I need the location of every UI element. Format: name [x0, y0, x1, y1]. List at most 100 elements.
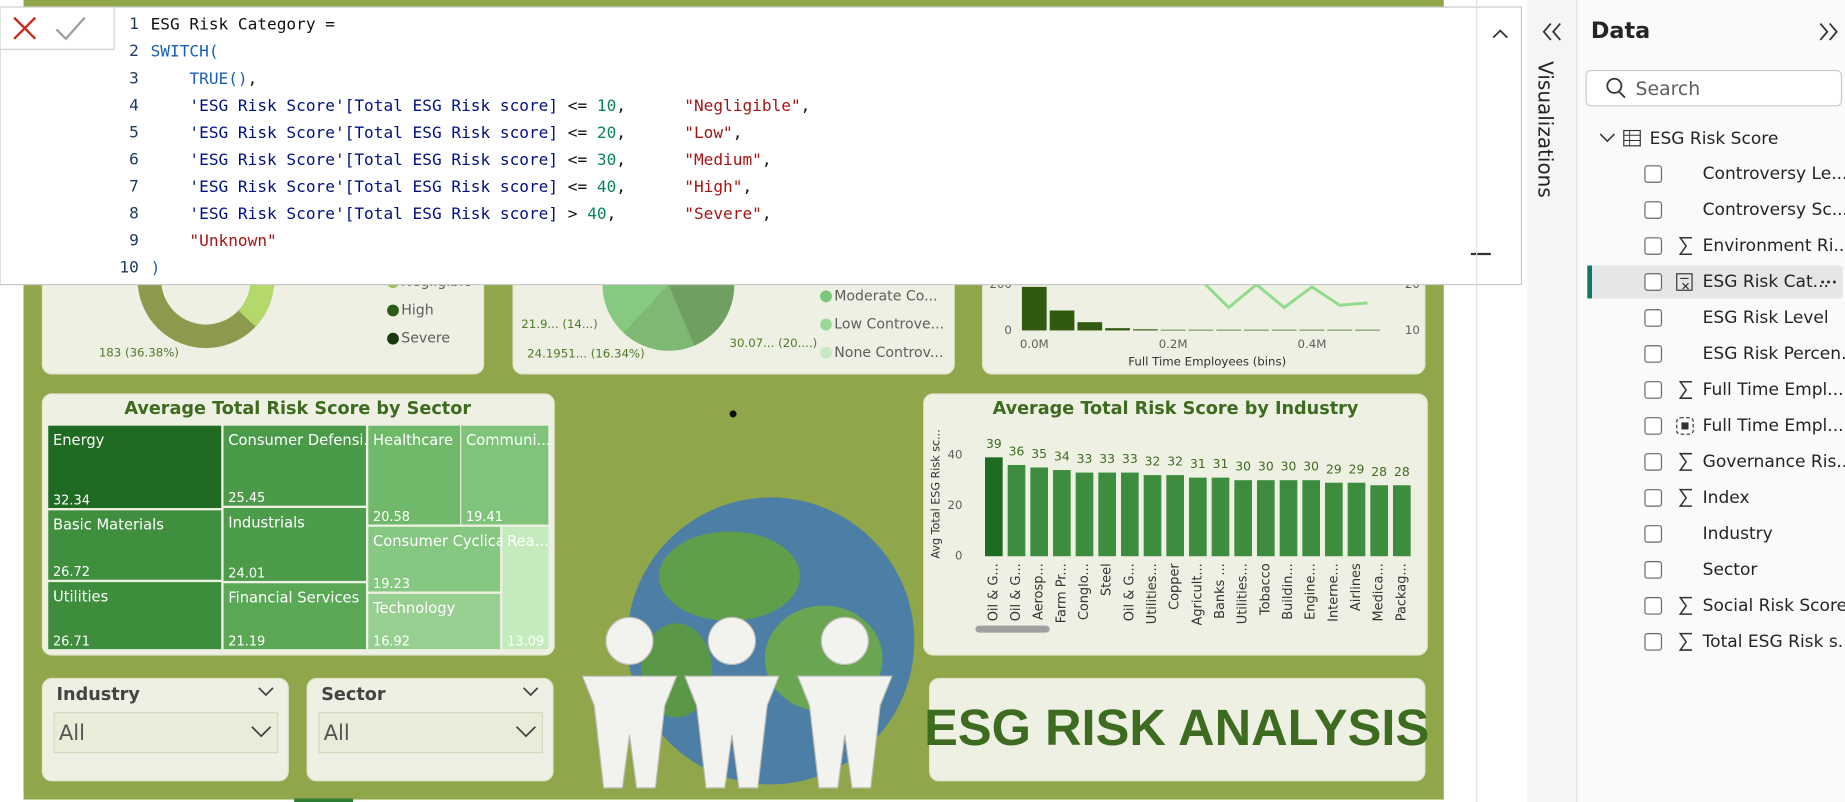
data-label: 30 — [1303, 460, 1319, 474]
legend-dot — [820, 318, 832, 331]
banner-title: ESG RISK ANALYSIS — [924, 699, 1429, 756]
collapse-button[interactable] — [1492, 29, 1508, 39]
collapse-data[interactable] — [1819, 22, 1838, 41]
formula-bar — [0, 6, 1523, 286]
data-label: 29 — [1349, 462, 1365, 476]
field-checkbox[interactable] — [1644, 345, 1663, 363]
treemap-label: Consumer Defensi... — [228, 432, 377, 449]
legend-entry: High — [401, 302, 433, 318]
more-options[interactable] — [1832, 280, 1836, 284]
axis-title: Full Time Employees (bins) — [1128, 355, 1286, 369]
code-line: ) — [151, 258, 161, 277]
data-label: 29 — [1326, 462, 1342, 476]
treemap-value: 24.01 — [228, 566, 265, 581]
histogram-bar — [1188, 329, 1214, 331]
field-checkbox[interactable] — [1644, 165, 1663, 183]
more-options[interactable] — [1826, 280, 1831, 284]
data-label: 35 — [1031, 447, 1047, 461]
data-label: 39 — [986, 437, 1002, 451]
field-checkbox[interactable] — [1644, 561, 1663, 579]
sigma-icon — [1678, 452, 1693, 471]
legend-entry: Severe — [401, 331, 450, 347]
line-number: 7 — [129, 176, 139, 195]
tree-chevron[interactable] — [1599, 133, 1615, 143]
field-checkbox[interactable] — [1644, 453, 1663, 471]
dropdown-chevron — [251, 726, 272, 738]
bar — [985, 457, 1003, 557]
data-label: 28 — [1394, 465, 1410, 479]
field-checkbox[interactable] — [1644, 633, 1663, 651]
bar — [1325, 482, 1343, 557]
commit-button[interactable] — [55, 16, 86, 41]
bar — [1257, 480, 1275, 557]
slicer-dropdown[interactable] — [318, 712, 544, 754]
histogram-bar — [1271, 329, 1297, 331]
scrollbar[interactable] — [975, 625, 1050, 633]
data-label: 36 — [1009, 445, 1025, 459]
x-tick-label: Medica... — [1372, 563, 1387, 621]
treemap-cell — [223, 425, 366, 506]
pie-label: 30.07... (20....) — [730, 336, 818, 350]
data-pane — [1576, 0, 1845, 802]
paper-body — [581, 675, 678, 789]
cancel-button[interactable] — [13, 16, 37, 40]
line-number: 3 — [129, 68, 139, 87]
paper-head — [605, 616, 654, 666]
histogram-bar — [1049, 310, 1075, 331]
search-placeholder: Search — [1636, 79, 1701, 100]
treemap-value: 13.09 — [507, 635, 544, 650]
field-checkbox[interactable] — [1644, 597, 1663, 615]
line-number: 9 — [129, 231, 139, 250]
pie-label: 24.1951... (16.34%) — [527, 346, 645, 360]
more-options[interactable] — [1821, 280, 1825, 284]
search-box[interactable] — [1585, 69, 1843, 107]
field-checkbox[interactable] — [1644, 381, 1663, 399]
field-checkbox[interactable] — [1644, 201, 1663, 219]
field-checkbox[interactable] — [1644, 417, 1663, 435]
x-tick-label: Farm Pr... — [1054, 563, 1069, 623]
data-label: 32 — [1167, 455, 1183, 469]
treemap-cell — [502, 526, 549, 650]
line-number: 5 — [129, 122, 139, 141]
search-icon — [1606, 77, 1623, 94]
data-label: 34 — [1054, 450, 1070, 464]
bar — [1075, 472, 1094, 557]
bar — [1279, 480, 1298, 557]
bar — [1166, 475, 1184, 557]
y-tick-label: 0 — [1004, 323, 1011, 337]
slicer-title: Industry — [56, 685, 140, 705]
x-tick-label: Packag... — [1394, 563, 1409, 621]
sigma-icon — [1678, 237, 1693, 256]
field-checkbox[interactable] — [1644, 525, 1663, 543]
code-line: 'ESG Risk Score'[Total ESG Risk score] <… — [151, 122, 743, 141]
paper-head — [707, 616, 757, 666]
calc-icon — [1680, 277, 1689, 290]
histogram-bar — [1244, 329, 1269, 331]
field-name: Environment Ri... — [1703, 236, 1845, 256]
selected-indicator — [1587, 265, 1593, 299]
pane-title: Data — [1591, 18, 1650, 44]
chart-title: Average Total Risk Score by Sector — [124, 399, 471, 419]
treemap-label: Technology — [372, 600, 456, 617]
field-checkbox[interactable] — [1644, 273, 1663, 291]
treemap-cell — [368, 593, 501, 650]
treemap-value: 16.92 — [373, 635, 410, 650]
line-number: 8 — [129, 204, 139, 223]
data-label: 30 — [1235, 460, 1251, 474]
treemap-label: Consumer Cyclical — [373, 533, 509, 550]
slicer-chevron — [258, 687, 274, 697]
treemap-value: 32.34 — [53, 493, 90, 508]
field-checkbox[interactable] — [1644, 309, 1663, 327]
active-page-tab[interactable] — [294, 798, 353, 802]
slicer-value: All — [59, 720, 85, 745]
slicer-value: All — [324, 720, 350, 745]
slicer-dropdown[interactable] — [53, 712, 279, 754]
field-checkbox[interactable] — [1644, 237, 1663, 255]
bar — [1030, 467, 1048, 557]
bar — [1053, 470, 1071, 557]
search-icon — [1618, 91, 1626, 99]
field-checkbox[interactable] — [1644, 489, 1663, 507]
treemap-value: 25.45 — [228, 491, 265, 506]
collapse-visualizations[interactable] — [1542, 22, 1561, 41]
histogram-bar — [1160, 329, 1186, 331]
